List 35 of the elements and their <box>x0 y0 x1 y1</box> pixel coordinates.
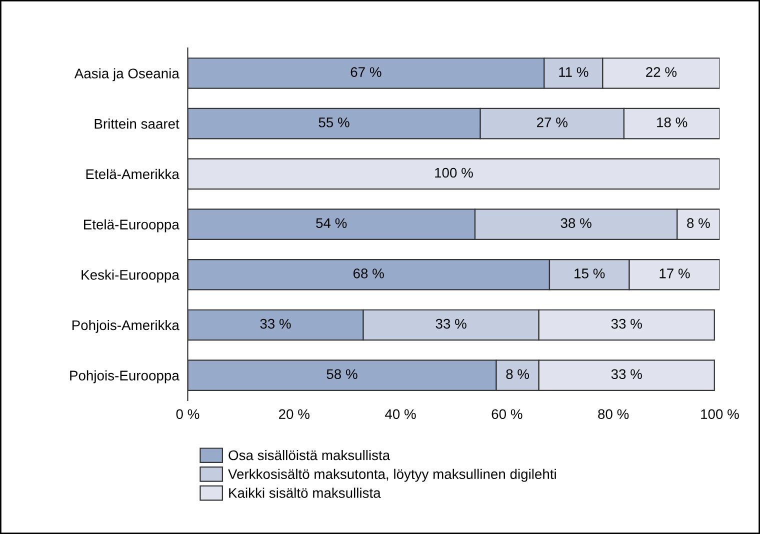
data-label: 55 % <box>318 118 350 128</box>
y-tick-label: Brittein saaret <box>94 118 180 129</box>
x-tick-label: 80 % <box>598 409 629 420</box>
data-label: 100 % <box>435 168 473 178</box>
data-label: 68 % <box>353 268 384 278</box>
x-tick-label: 60 % <box>492 409 522 420</box>
y-tick-label: Keski-Eurooppa <box>82 270 180 283</box>
data-label: 15 % <box>574 268 605 278</box>
legend-label: Osa sisällöistä maksullista <box>228 450 390 460</box>
data-label: 8 % <box>506 369 530 380</box>
y-tick-label: Pohjois-Amerikka <box>72 320 180 333</box>
data-label: 33 % <box>611 318 642 329</box>
data-label: 38 % <box>560 218 592 228</box>
data-label: 11 % <box>559 67 588 77</box>
y-tick-label: Etelä-Amerikka <box>86 168 180 180</box>
y-tick-label: Etelä-Eurooppa <box>84 219 180 232</box>
data-label: 33 % <box>260 318 291 329</box>
y-tick-label: Pohjois-Eurooppa <box>70 370 180 384</box>
legend-label: Verkkosisältö maksutonta, löytyy maksullinen digilehti <box>228 468 556 482</box>
data-label: 8 % <box>687 218 710 228</box>
x-tick-label: 40 % <box>385 409 416 420</box>
data-label: 33 % <box>611 369 642 380</box>
data-label: 33 % <box>436 318 466 329</box>
x-tick-label: 20 % <box>278 409 310 420</box>
legend-label: Kaikki sisältö maksullista <box>229 488 381 498</box>
data-label: 27 % <box>537 117 568 128</box>
data-label: 22 % <box>646 67 677 77</box>
x-tick-label: 0 % <box>176 409 200 420</box>
data-label: 54 % <box>316 218 347 228</box>
data-label: 18 % <box>657 117 688 128</box>
x-tick-label: 100 % <box>701 409 739 420</box>
data-label: 17 % <box>660 268 690 278</box>
data-label: 58 % <box>326 369 358 380</box>
y-tick-label: Aasia ja Oseania <box>74 68 180 82</box>
data-label: 67 % <box>350 67 382 77</box>
